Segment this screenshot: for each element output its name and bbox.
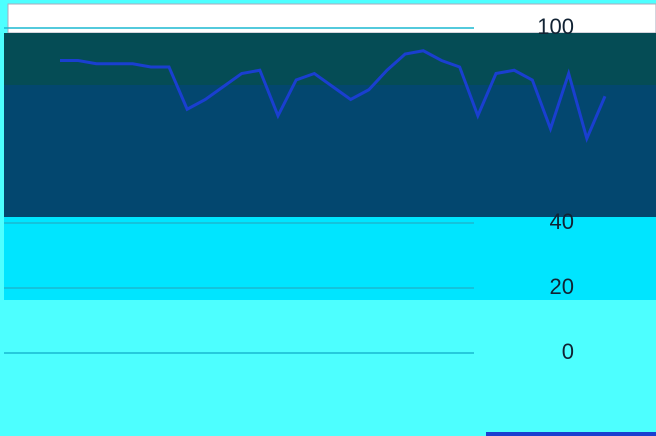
y-tick-label: 20 bbox=[550, 274, 574, 299]
y-tick-label: 0 bbox=[562, 339, 574, 364]
band-blue bbox=[4, 85, 656, 217]
band-dark bbox=[4, 33, 656, 85]
line bbox=[60, 49, 607, 143]
y-tick-label: 100 bbox=[537, 14, 574, 39]
bottom-strip bbox=[486, 432, 656, 436]
y-tick-label: 40 bbox=[550, 209, 574, 234]
band-cyan bbox=[4, 217, 656, 300]
